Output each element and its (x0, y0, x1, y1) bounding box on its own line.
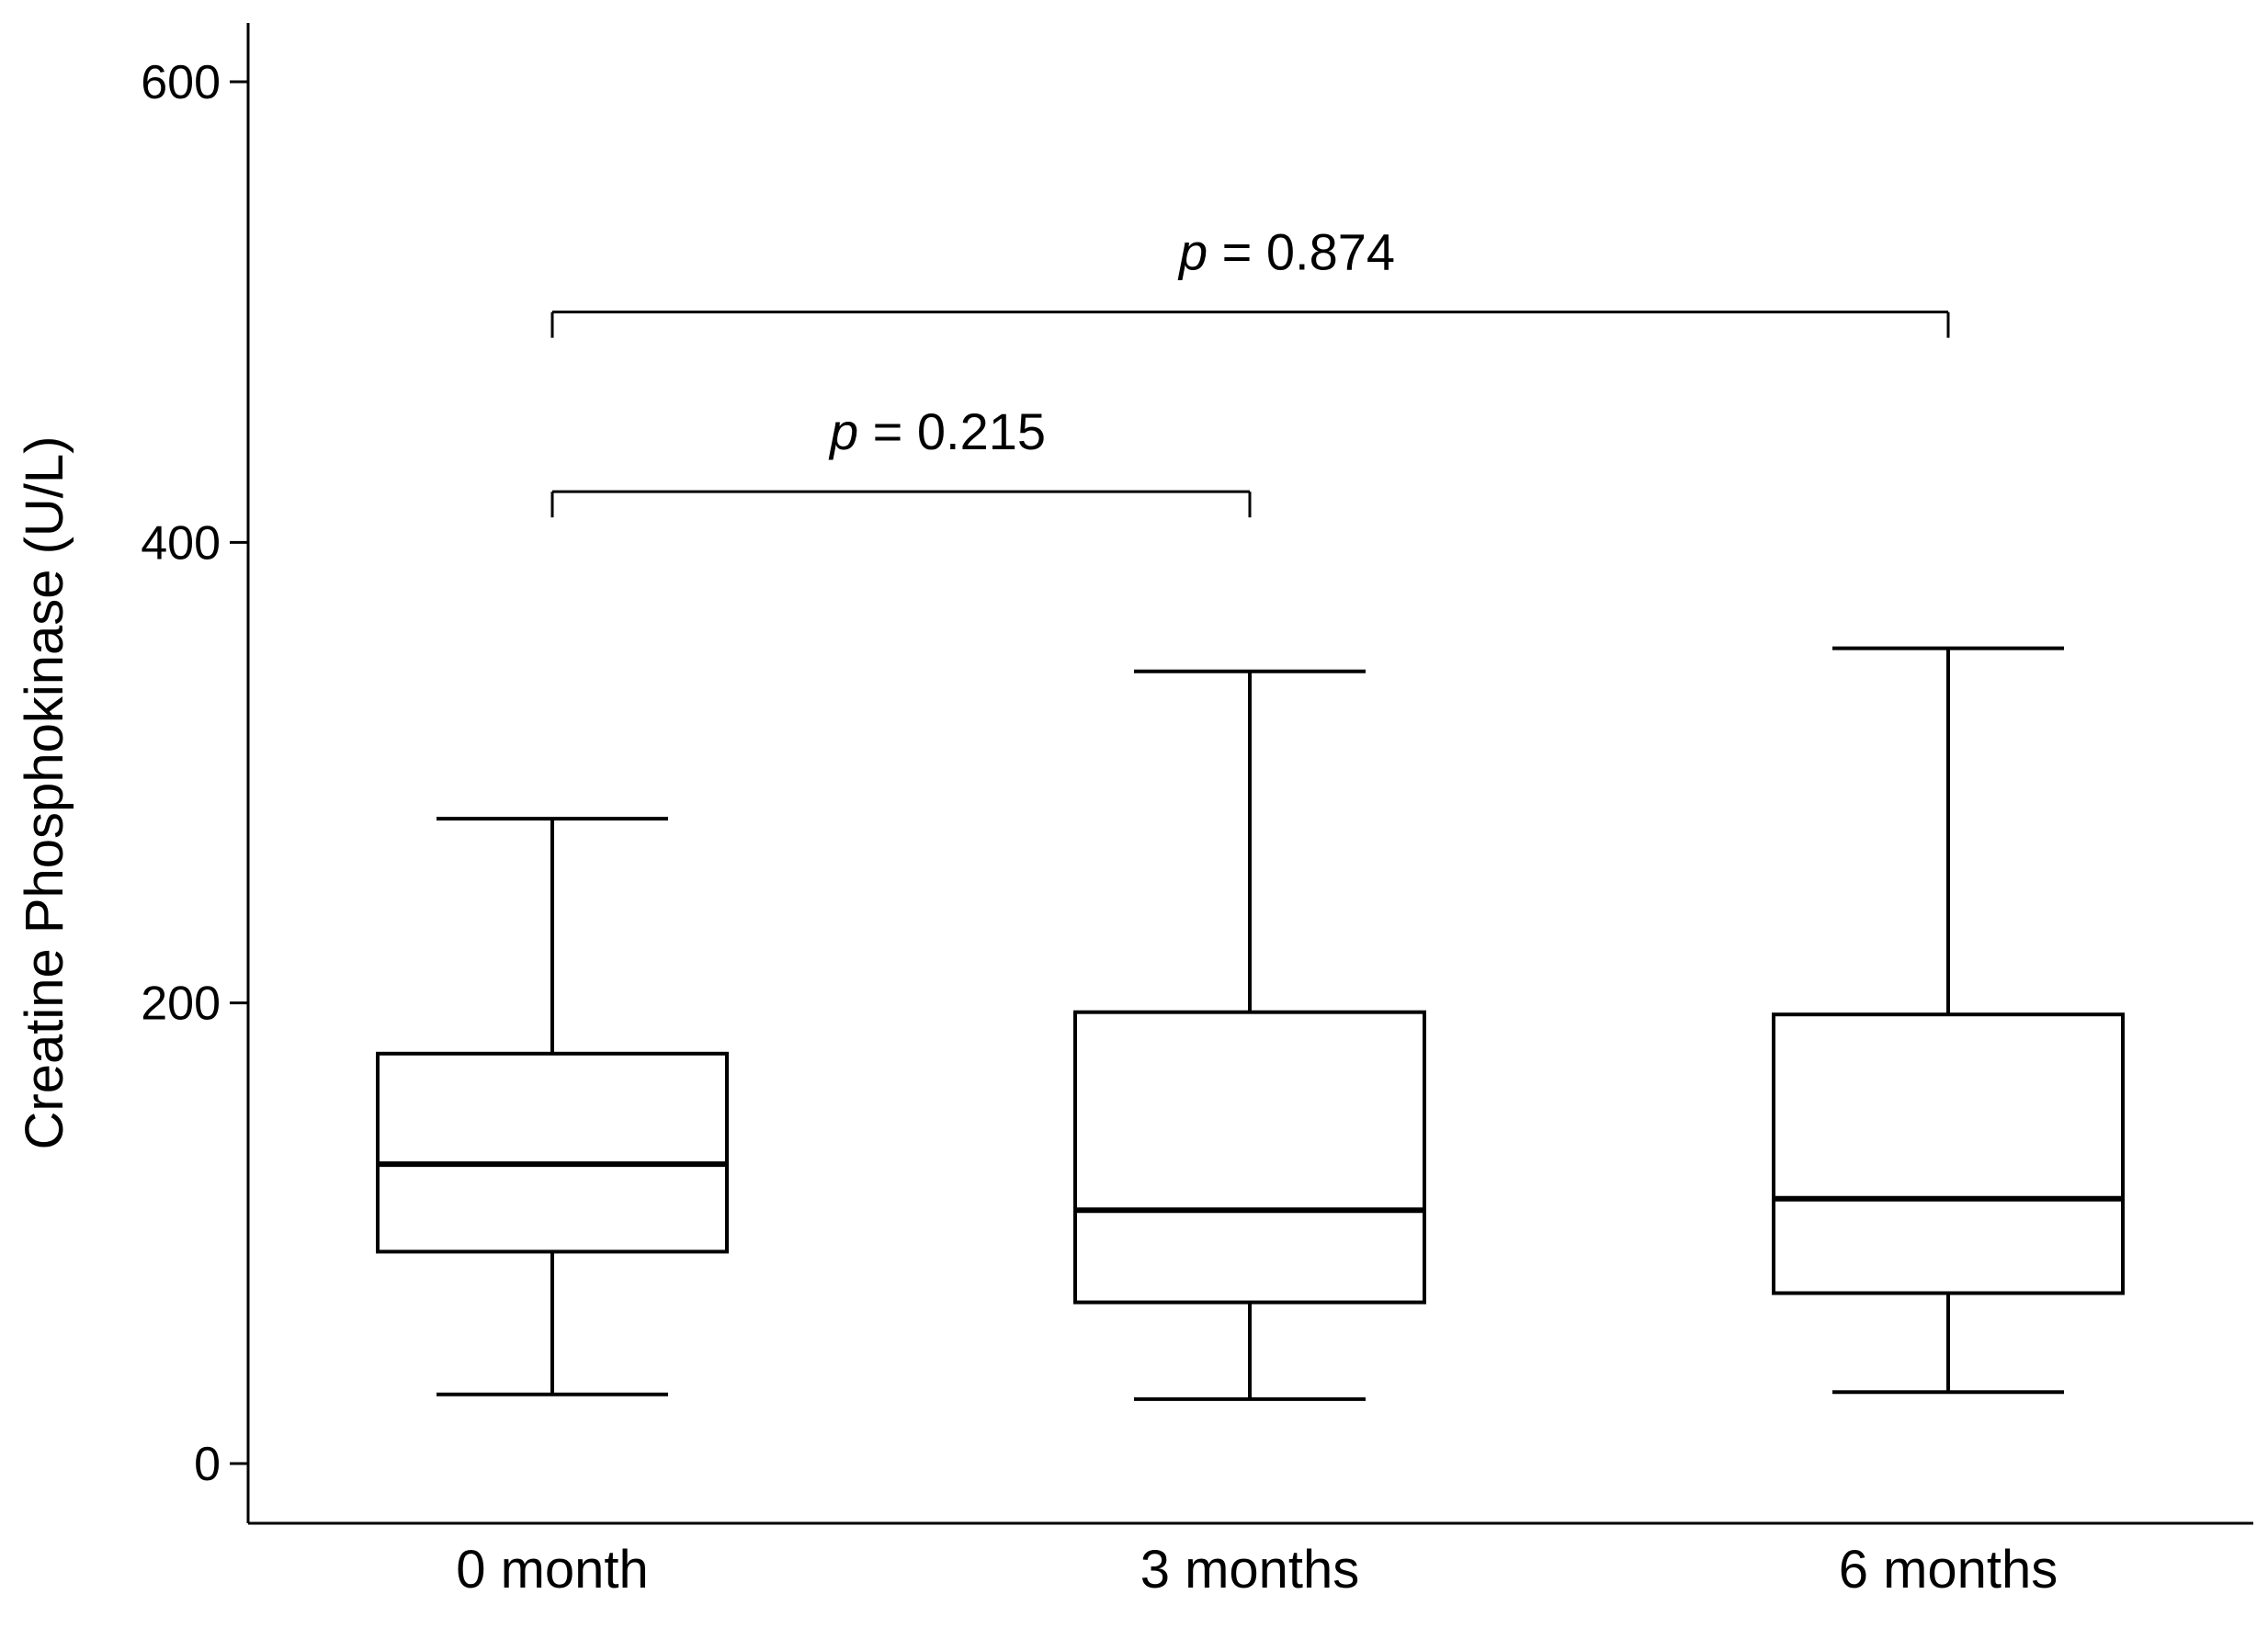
y-axis-title: Creatine Phosphokinase (U/L) (15, 436, 74, 1150)
p-symbol: p (828, 402, 858, 460)
comparison-bracket: p = 0.874 (550, 223, 1950, 338)
p-symbol: p (1177, 223, 1208, 281)
box-group (1073, 669, 1426, 1401)
iqr-box (1073, 1010, 1426, 1305)
y-tick-label: 400 (141, 516, 221, 570)
x-category-label: 3 months (1140, 1540, 1360, 1600)
p-value-label: p = 0.215 (828, 402, 1046, 460)
comparison-bracket: p = 0.215 (550, 402, 1252, 518)
x-category-label: 6 months (1839, 1540, 2058, 1600)
iqr-box (376, 1051, 729, 1254)
box-group (1772, 646, 2125, 1395)
p-value-text: = 0.874 (1208, 223, 1395, 281)
axes: 0 200 400 600 0 month 3 months 6 months (141, 23, 2253, 1600)
y-tick-label: 200 (141, 978, 221, 1031)
y-tick-label: 600 (141, 56, 221, 109)
x-category-label: 0 month (456, 1540, 649, 1600)
p-value-label: p = 0.874 (1177, 223, 1395, 281)
iqr-box (1772, 1012, 2125, 1295)
box-group (376, 817, 729, 1396)
y-tick-label: 0 (194, 1438, 221, 1491)
boxes (376, 646, 2125, 1401)
p-value-text: = 0.215 (858, 402, 1046, 460)
